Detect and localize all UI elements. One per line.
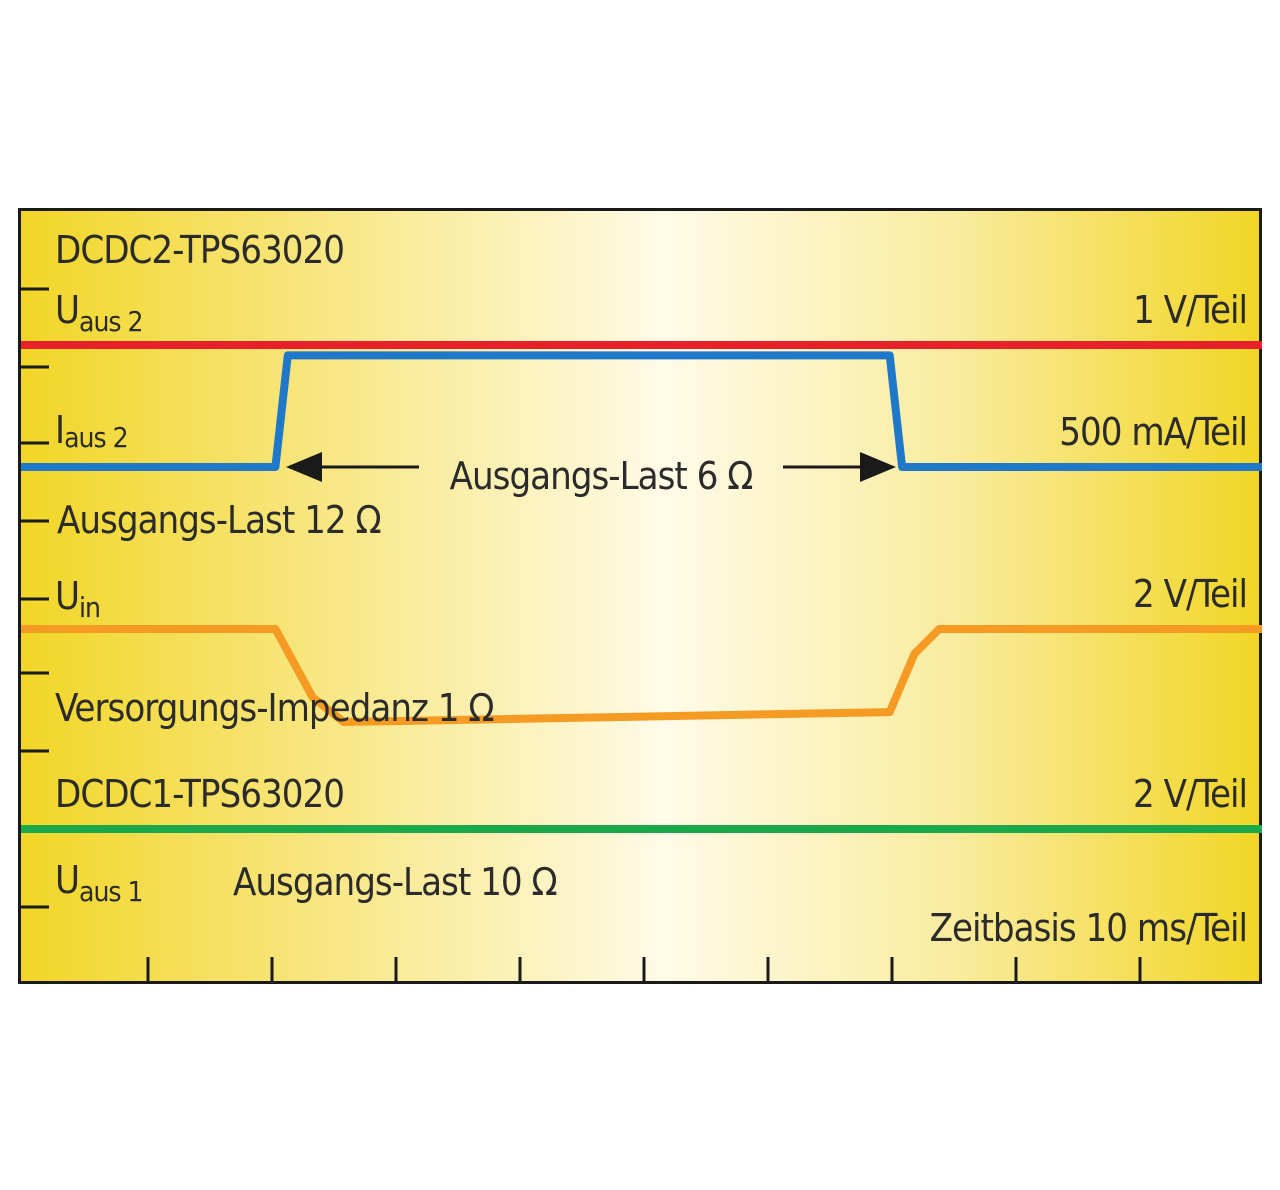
timebase-label: Zeitbasis 10 ms/Teil bbox=[930, 906, 1247, 950]
dcdc2-title: DCDC2-TPS63020 bbox=[55, 228, 344, 272]
u-in-scale: 2 V/Teil bbox=[1133, 572, 1247, 616]
trace-i-aus-2 bbox=[21, 351, 1262, 471]
traces bbox=[21, 341, 1262, 833]
chart-svg: DCDC2-TPS63020 Uaus 2 1 V/Teil Iaus 2 50… bbox=[21, 228, 1262, 984]
i-aus2-scale: 500 mA/Teil bbox=[1059, 410, 1247, 454]
u-aus2-scale: 1 V/Teil bbox=[1133, 288, 1247, 332]
u-aus1-label: Uaus 1 bbox=[55, 858, 143, 908]
impedance-label: Versorgungs-Impedanz 1 Ω bbox=[55, 686, 494, 730]
load-10-label: Ausgangs-Last 10 Ω bbox=[233, 860, 557, 904]
dcdc1-title: DCDC1-TPS63020 bbox=[55, 772, 344, 816]
x-axis-ticks bbox=[146, 957, 1142, 984]
y-axis-ticks bbox=[21, 287, 49, 909]
i-aus2-label: Iaus 2 bbox=[55, 408, 128, 454]
u-in-label: Uin bbox=[55, 574, 100, 624]
u-aus1-scale: 2 V/Teil bbox=[1133, 772, 1247, 816]
load-6-label: Ausgangs-Last 6 Ω bbox=[450, 454, 753, 498]
load-12-label: Ausgangs-Last 12 Ω bbox=[57, 498, 381, 542]
trace-u-in bbox=[21, 625, 1262, 726]
oscilloscope-chart: DCDC2-TPS63020 Uaus 2 1 V/Teil Iaus 2 50… bbox=[18, 208, 1262, 984]
u-aus2-label: Uaus 2 bbox=[55, 288, 143, 338]
